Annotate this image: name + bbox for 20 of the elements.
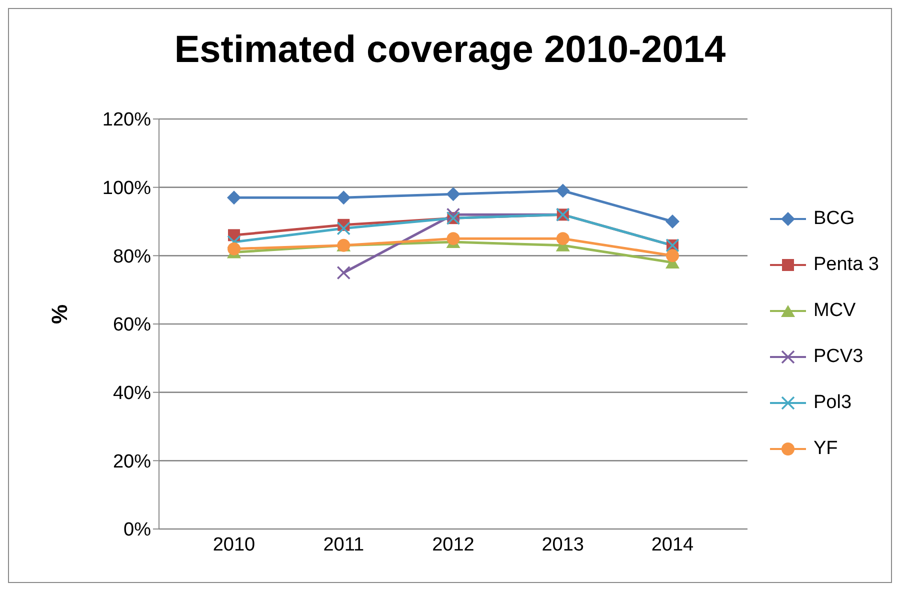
x-tick-label: 2014 <box>651 534 694 556</box>
y-tick-label: 0% <box>124 520 152 541</box>
y-tick-label: 20% <box>112 451 152 472</box>
chart-title: Estimated coverage 2010-2014 <box>173 28 727 73</box>
legend-label: PCV3 <box>814 346 864 368</box>
legend-label: YF <box>814 438 838 460</box>
legend-label: Penta 3 <box>814 254 879 276</box>
x-tick-label: 2010 <box>212 534 256 556</box>
y-tick-label: 100% <box>102 178 152 200</box>
legend-label: MCV <box>814 300 856 322</box>
x-tick-label: 2012 <box>432 534 474 556</box>
y-tick-label: 60% <box>112 314 152 336</box>
legend-label: BCG <box>814 208 855 230</box>
y-tick-label: 80% <box>112 246 152 268</box>
y-tick-label: 120% <box>102 110 152 131</box>
x-tick-label: 2011 <box>323 534 364 556</box>
x-tick-label: 2013 <box>542 534 584 556</box>
y-axis-title: % <box>46 304 72 324</box>
legend-label: Pol3 <box>814 392 852 414</box>
y-tick-label: 40% <box>112 383 152 404</box>
